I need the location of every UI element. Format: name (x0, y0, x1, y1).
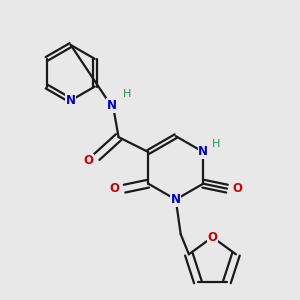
Text: O: O (84, 154, 94, 167)
Text: O: O (207, 231, 218, 244)
Text: N: N (171, 193, 181, 206)
Text: H: H (212, 139, 220, 149)
Text: N: N (66, 94, 76, 107)
Text: O: O (232, 182, 242, 195)
Text: N: N (198, 146, 208, 158)
Text: O: O (110, 182, 120, 195)
Text: H: H (123, 88, 132, 98)
Text: N: N (106, 99, 117, 112)
